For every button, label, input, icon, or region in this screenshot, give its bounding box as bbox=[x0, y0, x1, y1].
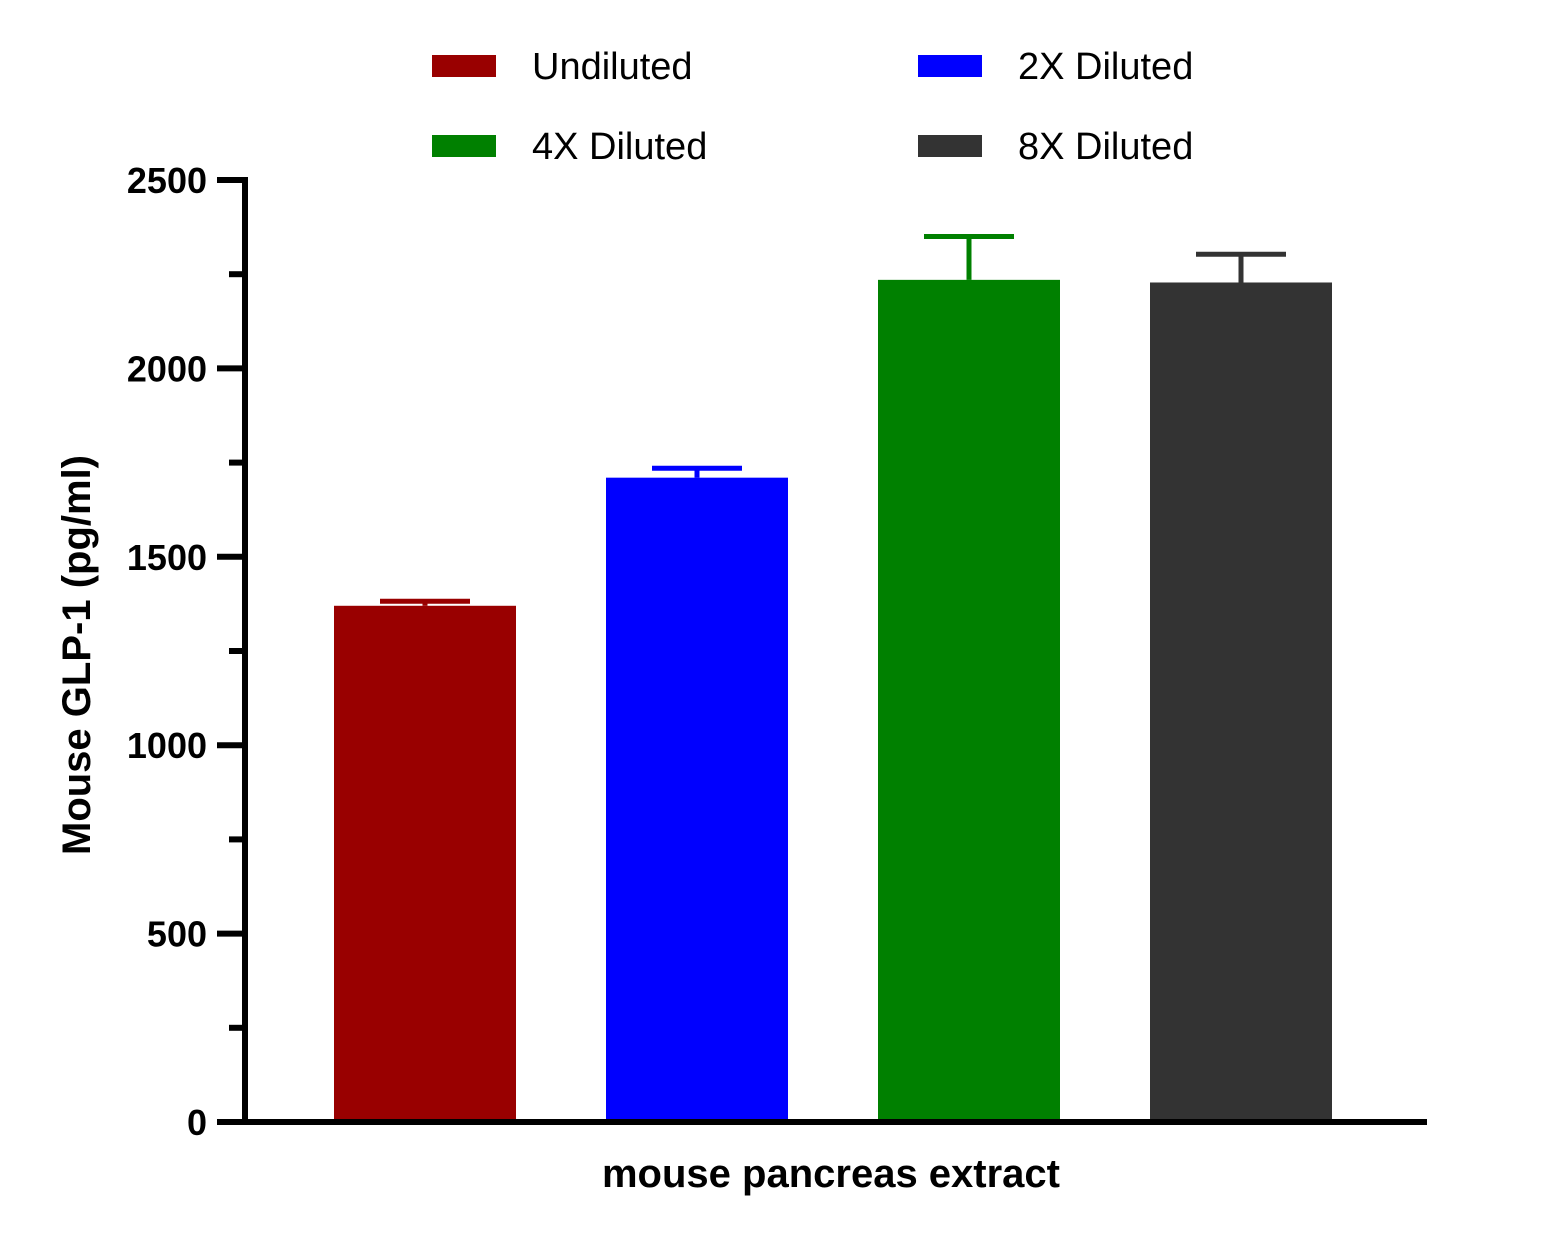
legend-swatch bbox=[432, 55, 496, 77]
bar-4x-diluted bbox=[878, 279, 1060, 1122]
y-tick-label: 1500 bbox=[127, 537, 207, 578]
legend-label: 2X Diluted bbox=[1018, 46, 1193, 88]
bar-undiluted bbox=[334, 605, 516, 1122]
legend-label: Undiluted bbox=[532, 46, 693, 88]
bar-2x-diluted bbox=[606, 477, 788, 1122]
legend-swatch bbox=[432, 135, 496, 157]
bars bbox=[334, 234, 1332, 1122]
y-tick-label: 2000 bbox=[127, 348, 207, 389]
x-axis-title: mouse pancreas extract bbox=[602, 1152, 1060, 1196]
legend: Undiluted 2X Diluted 4X Diluted 8X Diluted bbox=[432, 46, 1193, 168]
y-axis-title: Mouse GLP-1 (pg/ml) bbox=[55, 455, 99, 855]
y-tick-label: 0 bbox=[187, 1102, 207, 1143]
legend-label: 8X Diluted bbox=[1018, 126, 1193, 168]
bar-8x-diluted bbox=[1150, 282, 1332, 1122]
y-tick-label: 2500 bbox=[127, 160, 207, 201]
y-tick-label: 500 bbox=[147, 914, 207, 955]
y-tick-label: 1000 bbox=[127, 725, 207, 766]
y-axis-ticks: 0 500 1000 1500 2000 2500 bbox=[127, 160, 245, 1143]
legend-label: 4X Diluted bbox=[532, 126, 707, 168]
legend-swatch bbox=[918, 55, 982, 77]
legend-swatch bbox=[918, 135, 982, 157]
